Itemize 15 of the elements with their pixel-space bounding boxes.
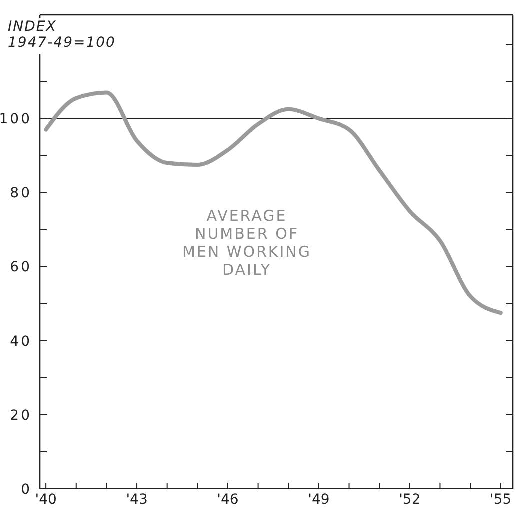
x-tick-label: '49 [308, 492, 330, 508]
x-tick-label: '40 [35, 492, 57, 508]
y-tick-label: 60 [10, 260, 32, 276]
x-tick-label: '52 [399, 492, 421, 508]
y-tick-label: 80 [10, 186, 32, 202]
x-tick-label: '43 [126, 492, 148, 508]
x-tick-label: '46 [217, 492, 239, 508]
y-tick-label: 20 [10, 408, 32, 424]
y-tick-label: 40 [10, 334, 32, 350]
annotation: AVERAGE NUMBER OF MEN WORKING DAILY [182, 207, 312, 279]
y-axis-title: INDEX 1947-49=100 [8, 19, 116, 51]
x-tick-label: '55 [490, 492, 512, 508]
line-series [44, 90, 503, 316]
y-tick-label: 100 [0, 112, 32, 128]
y-tick-label: 0 [21, 482, 32, 498]
